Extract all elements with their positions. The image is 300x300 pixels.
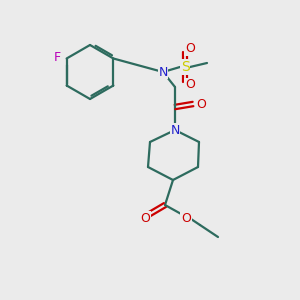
Text: F: F [54,51,61,64]
Text: O: O [196,98,206,110]
Text: O: O [140,212,150,224]
Text: N: N [158,65,168,79]
Text: O: O [181,212,191,224]
Text: O: O [185,79,195,92]
Text: O: O [185,43,195,56]
Text: N: N [170,124,180,136]
Text: S: S [181,60,189,74]
